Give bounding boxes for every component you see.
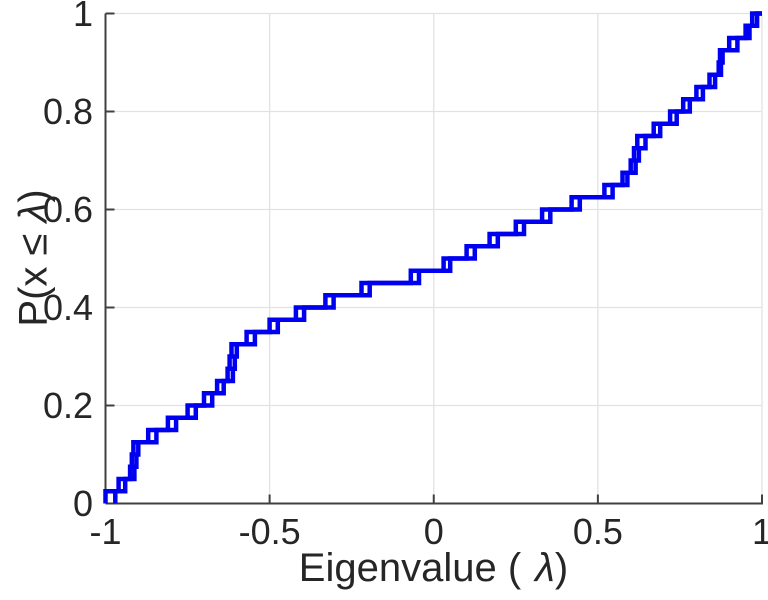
y-tick-label: 0.6 [42,188,93,230]
lambda-symbol: λ [535,546,555,590]
x-axis-label-close: ) [554,546,569,590]
y-tick-label: 1 [72,0,93,34]
y-tick-label: 0.2 [42,384,93,426]
x-tick-label: -1 [89,511,122,552]
y-tick-label: 0 [72,482,93,524]
x-tick-label: 0 [423,511,444,552]
ecdf-series-2 [113,11,762,504]
x-tick-label: -0.5 [238,511,301,552]
x-tick-label: 1 [751,511,768,552]
x-tick-label: 0.5 [572,511,623,552]
y-tick-label: 0.4 [42,286,93,328]
x-axis-label: Eigenvalue ( λ) [105,546,762,591]
y-tick-label: 0.8 [42,90,93,132]
x-axis-label-text: Eigenvalue ( [298,546,522,590]
